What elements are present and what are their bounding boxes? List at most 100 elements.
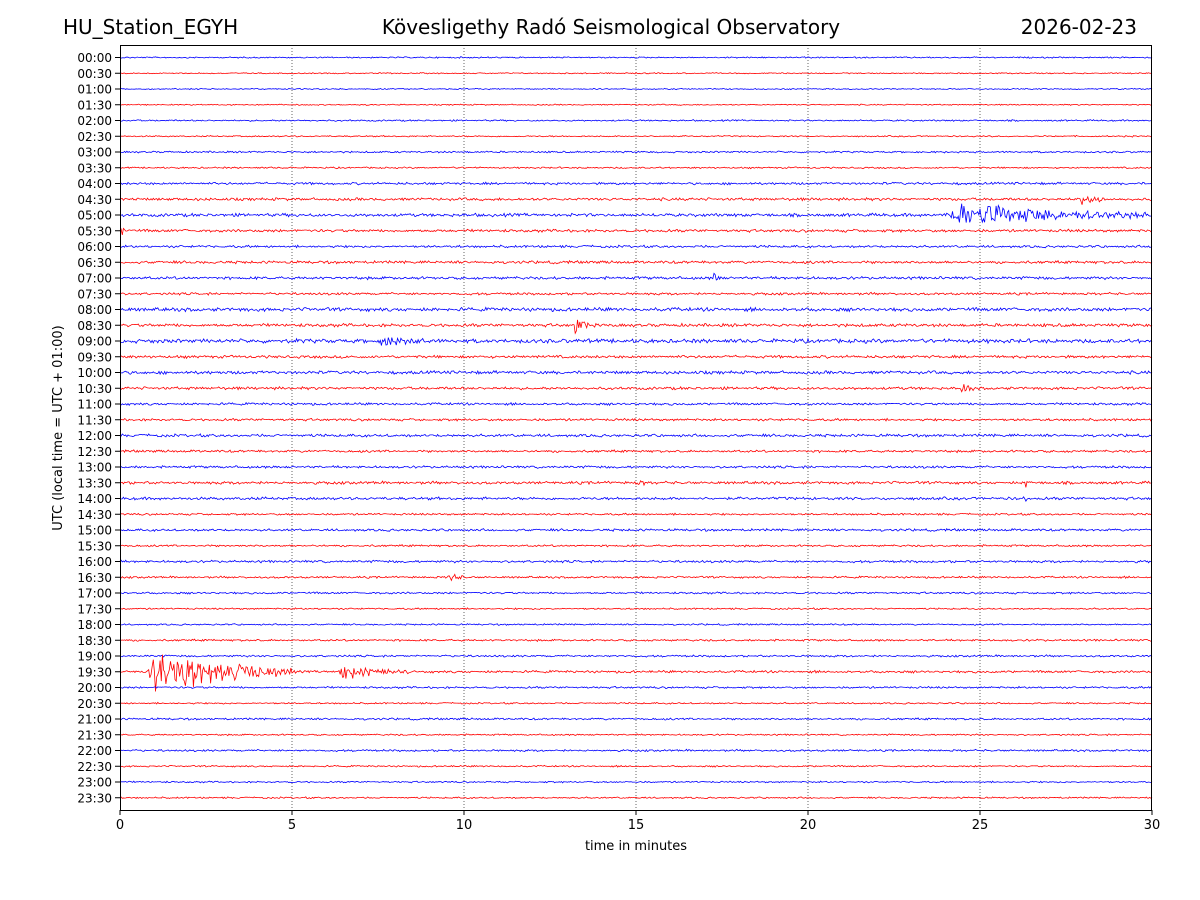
x-tick-label-5: 5 — [288, 818, 296, 833]
trace-23:00 — [119, 780, 1153, 784]
trace-00:30 — [119, 72, 1153, 75]
trace-02:00 — [119, 119, 1153, 123]
x-axis-label: time in minutes — [585, 839, 687, 854]
y-tick-label-10:00: 10:00 — [77, 366, 112, 380]
x-tick-label-25: 25 — [972, 818, 989, 833]
trace-04:30 — [119, 195, 1153, 205]
y-tick-label-00:30: 00:30 — [77, 67, 112, 81]
trace-05:00 — [119, 203, 1153, 224]
y-tick-label-01:00: 01:00 — [77, 83, 112, 97]
y-tick-label-02:00: 02:00 — [77, 114, 112, 128]
y-tick-label-19:00: 19:00 — [77, 650, 112, 664]
trace-06:00 — [119, 244, 1153, 249]
y-tick-label-03:30: 03:30 — [77, 161, 112, 175]
y-tick-label-07:30: 07:30 — [77, 287, 112, 301]
y-tick-label-20:30: 20:30 — [77, 697, 112, 711]
trace-15:00 — [119, 527, 1153, 532]
trace-07:00 — [119, 272, 1153, 281]
trace-07:30 — [119, 291, 1153, 296]
y-tick-label-23:30: 23:30 — [77, 791, 112, 805]
y-tick-label-18:00: 18:00 — [77, 618, 112, 632]
y-tick-label-11:30: 11:30 — [77, 413, 112, 427]
trace-10:00 — [119, 369, 1153, 376]
trace-06:30 — [119, 259, 1153, 265]
trace-18:00 — [119, 623, 1153, 626]
y-tick-label-10:30: 10:30 — [77, 382, 112, 396]
trace-14:30 — [119, 512, 1153, 517]
trace-19:30 — [119, 654, 1153, 692]
trace-20:30 — [119, 701, 1153, 705]
trace-03:00 — [119, 150, 1153, 154]
y-tick-label-15:30: 15:30 — [77, 539, 112, 553]
y-tick-label-21:30: 21:30 — [77, 728, 112, 742]
y-tick-label-13:30: 13:30 — [77, 476, 112, 490]
trace-17:00 — [119, 591, 1153, 595]
y-tick-label-13:00: 13:00 — [77, 461, 112, 475]
y-tick-label-08:00: 08:00 — [77, 303, 112, 317]
y-tick-label-02:30: 02:30 — [77, 130, 112, 144]
y-tick-label-17:00: 17:00 — [77, 587, 112, 601]
trace-10:30 — [119, 384, 1153, 393]
y-tick-label-01:30: 01:30 — [77, 98, 112, 112]
trace-16:30 — [119, 573, 1153, 582]
y-tick-label-03:00: 03:00 — [77, 146, 112, 160]
y-tick-label-11:00: 11:00 — [77, 398, 112, 412]
y-tick-label-04:30: 04:30 — [77, 193, 112, 207]
trace-22:30 — [119, 764, 1153, 768]
trace-08:00 — [119, 306, 1153, 313]
y-tick-label-07:00: 07:00 — [77, 272, 112, 286]
y-tick-label-09:00: 09:00 — [77, 335, 112, 349]
trace-09:30 — [119, 354, 1153, 360]
y-tick-label-20:00: 20:00 — [77, 681, 112, 695]
y-tick-label-04:00: 04:00 — [77, 177, 112, 191]
y-tick-label-23:00: 23:00 — [77, 776, 112, 790]
y-tick-label-21:00: 21:00 — [77, 713, 112, 727]
trace-04:00 — [119, 181, 1153, 186]
y-axis-label: UTC (local time = UTC + 01:00) — [51, 325, 66, 530]
y-tick-label-16:30: 16:30 — [77, 571, 112, 585]
y-tick-label-16:00: 16:00 — [77, 555, 112, 569]
trace-00:00 — [119, 56, 1153, 59]
trace-01:30 — [119, 103, 1153, 106]
x-tick-label-15: 15 — [628, 818, 645, 833]
y-tick-label-17:30: 17:30 — [77, 602, 112, 616]
trace-12:00 — [119, 433, 1153, 438]
trace-02:30 — [119, 134, 1153, 138]
x-tick-label-10: 10 — [456, 818, 473, 833]
chart-date: 2026-02-23 — [1020, 15, 1137, 39]
y-tick-label-12:30: 12:30 — [77, 445, 112, 459]
y-tick-label-14:00: 14:00 — [77, 492, 112, 506]
chart-title: Kövesligethy Radó Seismological Observat… — [381, 15, 841, 39]
trace-09:00 — [119, 337, 1153, 346]
trace-23:30 — [119, 796, 1153, 800]
y-tick-label-18:30: 18:30 — [77, 634, 112, 648]
y-tick-label-22:00: 22:00 — [77, 744, 112, 758]
y-tick-label-14:30: 14:30 — [77, 508, 112, 522]
trace-14:00 — [119, 496, 1153, 502]
y-tick-label-09:30: 09:30 — [77, 350, 112, 364]
y-tick-label-15:00: 15:00 — [77, 524, 112, 538]
y-tick-label-08:30: 08:30 — [77, 319, 112, 333]
x-axis-ticks: 0 5 10 15 20 25 30 — [116, 810, 1160, 833]
trace-13:30 — [119, 480, 1153, 488]
trace-01:00 — [119, 87, 1153, 91]
trace-21:30 — [119, 733, 1153, 737]
vertical-gridlines — [291, 45, 981, 810]
seismic-traces — [119, 56, 1153, 800]
trace-16:00 — [119, 559, 1153, 564]
x-tick-label-20: 20 — [800, 818, 817, 833]
x-tick-label-30: 30 — [1144, 818, 1161, 833]
plot-frame — [120, 45, 1152, 811]
y-tick-label-19:30: 19:30 — [77, 665, 112, 679]
y-tick-label-00:00: 00:00 — [77, 51, 112, 65]
trace-08:30 — [119, 319, 1153, 335]
y-tick-label-06:30: 06:30 — [77, 256, 112, 270]
trace-13:00 — [119, 464, 1153, 470]
trace-11:30 — [119, 417, 1153, 422]
y-tick-label-12:00: 12:00 — [77, 429, 112, 443]
y-tick-label-22:30: 22:30 — [77, 760, 112, 774]
trace-11:00 — [119, 401, 1153, 407]
trace-12:30 — [119, 449, 1153, 454]
